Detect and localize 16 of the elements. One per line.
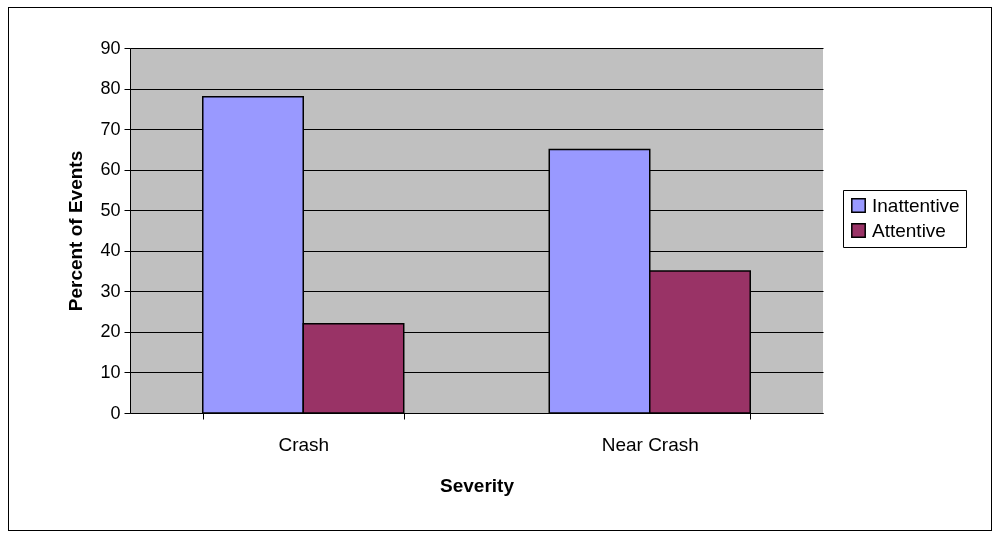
legend-label: Attentive bbox=[872, 219, 946, 241]
x-tick-label: Crash bbox=[278, 433, 330, 455]
y-tick-label: 90 bbox=[100, 37, 121, 58]
y-tick-label: 10 bbox=[100, 361, 121, 382]
x-axis-title: Severity bbox=[440, 474, 515, 496]
y-tick-label: 30 bbox=[100, 280, 121, 301]
y-tick-label: 40 bbox=[100, 240, 121, 261]
y-tick-label: 20 bbox=[100, 321, 121, 342]
y-tick-label: 50 bbox=[100, 199, 121, 220]
y-axis-title: Percent of Events bbox=[65, 150, 87, 312]
y-tick-label: 0 bbox=[110, 402, 121, 423]
y-tick-label: 70 bbox=[100, 118, 121, 139]
x-tick-label: Near Crash bbox=[601, 433, 699, 455]
legend-label: Inattentive bbox=[872, 194, 960, 216]
y-tick-label: 80 bbox=[100, 78, 121, 99]
y-tick-label: 60 bbox=[100, 159, 121, 180]
